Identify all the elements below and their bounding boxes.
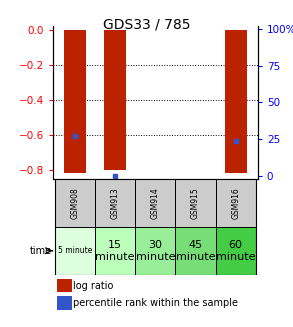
Bar — [225, 30, 247, 174]
Bar — [135, 227, 176, 275]
Text: 45
minute: 45 minute — [176, 240, 215, 262]
Bar — [55, 179, 95, 227]
Bar — [95, 179, 135, 227]
Bar — [135, 179, 176, 227]
Text: GSM915: GSM915 — [191, 187, 200, 219]
Bar — [64, 30, 86, 174]
Bar — [176, 227, 216, 275]
Bar — [216, 179, 256, 227]
Text: 15
minute: 15 minute — [95, 240, 135, 262]
Text: GDS33 / 785: GDS33 / 785 — [103, 18, 190, 32]
Bar — [55, 227, 95, 275]
Bar — [216, 227, 256, 275]
Text: 60
minute: 60 minute — [216, 240, 255, 262]
Text: log ratio: log ratio — [73, 281, 114, 291]
Text: time: time — [30, 246, 52, 256]
Text: GSM913: GSM913 — [110, 187, 120, 219]
Text: percentile rank within the sample: percentile rank within the sample — [73, 298, 238, 308]
Bar — [176, 179, 216, 227]
Text: 5 minute: 5 minute — [58, 246, 92, 255]
Bar — [57, 296, 71, 310]
Text: GSM916: GSM916 — [231, 187, 240, 219]
Bar — [95, 227, 135, 275]
Bar — [57, 279, 71, 292]
Bar — [104, 30, 126, 170]
Text: 30
minute: 30 minute — [136, 240, 175, 262]
Text: GSM908: GSM908 — [70, 187, 79, 219]
Text: GSM914: GSM914 — [151, 187, 160, 219]
